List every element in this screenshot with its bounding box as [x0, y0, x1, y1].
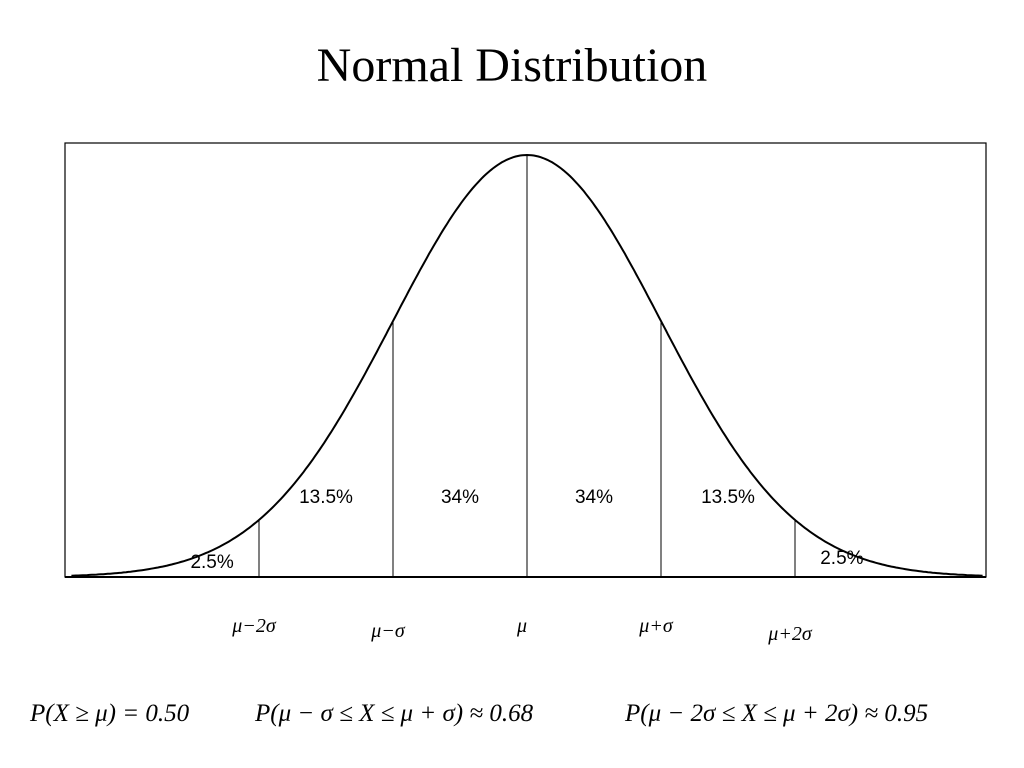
plot-frame: [64, 142, 987, 578]
tick-label-1: μ−σ: [370, 620, 406, 642]
page-title: Normal Distribution: [316, 39, 708, 92]
region-label-4: 13.5%: [701, 487, 755, 508]
formula-two-sigma: P(μ − 2σ ≤ X ≤ μ + 2σ) ≈ 0.95: [625, 700, 929, 727]
region-label-3: 34%: [575, 487, 613, 508]
tick-label-3: μ+σ: [638, 615, 674, 637]
region-label-2: 34%: [441, 487, 479, 508]
region-label-0: 2.5%: [190, 552, 233, 573]
tick-label-2: μ: [516, 615, 527, 637]
formula-one-sigma: P(μ − σ ≤ X ≤ μ + σ) ≈ 0.68: [255, 700, 534, 727]
region-label-1: 13.5%: [299, 487, 353, 508]
formula-median: P(X ≥ μ) = 0.50: [30, 700, 190, 727]
region-label-5: 2.5%: [820, 548, 863, 569]
tick-label-4: μ+2σ: [767, 623, 813, 645]
tick-label-0: μ−2σ: [231, 615, 277, 637]
